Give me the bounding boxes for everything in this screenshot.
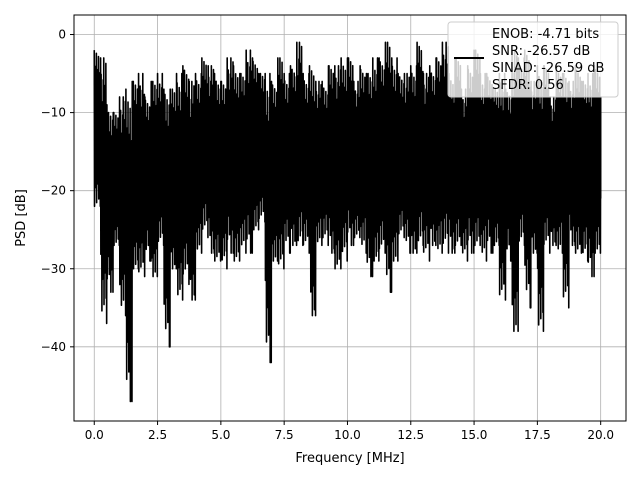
x-tick-label: 20.0 (587, 428, 614, 442)
legend-entry-sinad: SINAD: -26.59 dB (492, 61, 604, 76)
y-tick-label: 0 (58, 28, 66, 42)
x-tick-label: 2.5 (148, 428, 167, 442)
legend: ENOB: -4.71 bits SNR: -26.57 dB SINAD: -… (447, 21, 619, 98)
x-tick-label: 17.5 (524, 428, 551, 442)
y-tick-label: −30 (41, 262, 66, 276)
x-axis-ticks: 0.0 2.5 5.0 7.5 10.0 12.5 15.0 17.5 20.0 (85, 421, 614, 442)
plot-area (93, 41, 602, 403)
y-tick-label: −20 (41, 184, 66, 198)
x-tick-label: 12.5 (397, 428, 424, 442)
x-tick-label: 10.0 (334, 428, 361, 442)
legend-entry-enob: ENOB: -4.71 bits (492, 27, 599, 42)
legend-entry-sfdr: SFDR: 0.56 (492, 78, 564, 93)
y-tick-label: −40 (41, 340, 66, 354)
psd-trace (93, 41, 602, 403)
x-tick-label: 15.0 (461, 428, 488, 442)
legend-box (447, 21, 619, 98)
x-tick-label: 0.0 (85, 428, 104, 442)
y-axis-label: PSD [dB] (14, 189, 29, 247)
x-tick-label: 7.5 (275, 428, 294, 442)
x-axis-label: Frequency [MHz] (295, 451, 404, 466)
axes-frame (73, 14, 627, 422)
y-axis-ticks: 0 −10 −20 −30 −40 (41, 28, 74, 354)
y-tick-label: −10 (41, 106, 66, 120)
legend-entry-snr: SNR: -26.57 dB (492, 44, 590, 59)
x-tick-label: 5.0 (211, 428, 230, 442)
